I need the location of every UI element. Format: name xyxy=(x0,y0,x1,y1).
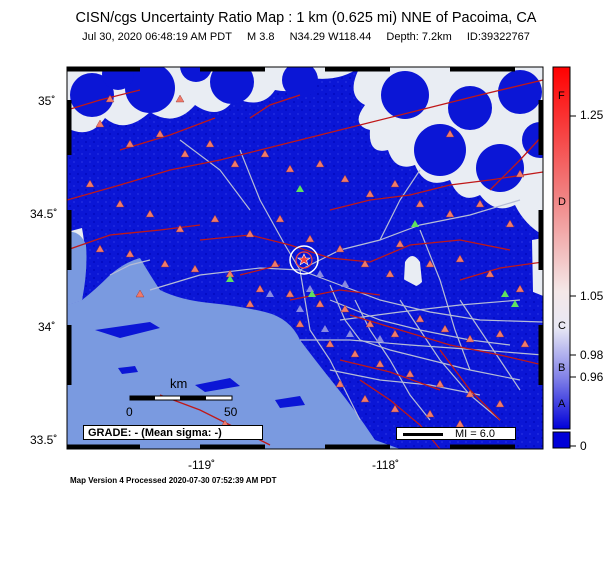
stations xyxy=(85,94,530,428)
event-info: Jul 30, 2020 06:48:19 AM PDT M 3.8 N34.2… xyxy=(0,31,612,43)
map-title: CISN/cgs Uncertainty Ratio Map : 1 km (0… xyxy=(75,10,537,26)
channel-islands xyxy=(95,322,305,408)
stations-tertiary xyxy=(226,185,519,307)
event-date: Jul 30, 2020 06:48:19 AM PDT xyxy=(82,31,232,43)
colorbar xyxy=(552,66,576,449)
scale-bar xyxy=(129,395,233,401)
grade-label-a: A xyxy=(558,398,566,410)
map-content xyxy=(67,67,543,449)
event-id: ID:39322767 xyxy=(466,31,530,43)
grade-label-d: D xyxy=(558,196,566,208)
scale-start: 0 xyxy=(126,405,133,419)
mi-legend-text: MI = 6.0 xyxy=(455,428,496,440)
lat-label-35: 35˚ xyxy=(38,94,56,108)
mi-legend: MI = 6.0 xyxy=(396,427,516,440)
epicenter xyxy=(289,245,319,275)
colorbar-tick-0-96: 0.96 xyxy=(580,370,604,384)
event-depth: Depth: 7.2km xyxy=(386,31,452,43)
lat-label-34-5: 34.5˚ xyxy=(30,207,58,221)
lat-label-33-5: 33.5˚ xyxy=(30,433,58,447)
colorbar-tick-0-98: 0.98 xyxy=(580,348,604,362)
event-magnitude: M 3.8 xyxy=(247,31,275,43)
lat-label-34: 34˚ xyxy=(38,320,56,334)
lon-label-119: -119˚ xyxy=(188,458,216,472)
scale-unit: km xyxy=(170,376,188,391)
mi-legend-bar xyxy=(403,433,443,436)
faults xyxy=(67,79,543,449)
scale-end: 50 xyxy=(224,405,238,419)
colorbar-tick-1-25: 1.25 xyxy=(580,108,604,122)
event-coords: N34.29 W118.44 xyxy=(289,31,372,43)
frame-ticks xyxy=(66,66,544,450)
grade-label-b: B xyxy=(558,362,566,374)
grade-label-c: C xyxy=(558,320,566,332)
lon-label-118: -118˚ xyxy=(372,458,400,472)
ocean xyxy=(67,258,400,449)
map-footer: Map Version 4 Processed 2020-07-30 07:52… xyxy=(70,476,277,485)
colorbar-tick-1-05: 1.05 xyxy=(580,289,604,303)
grade-box: GRADE: - (Mean sigma: -) xyxy=(83,425,263,440)
roads xyxy=(109,139,543,421)
colorbar-tick-0: 0 xyxy=(580,439,587,453)
grade-label-f: F xyxy=(558,90,565,102)
